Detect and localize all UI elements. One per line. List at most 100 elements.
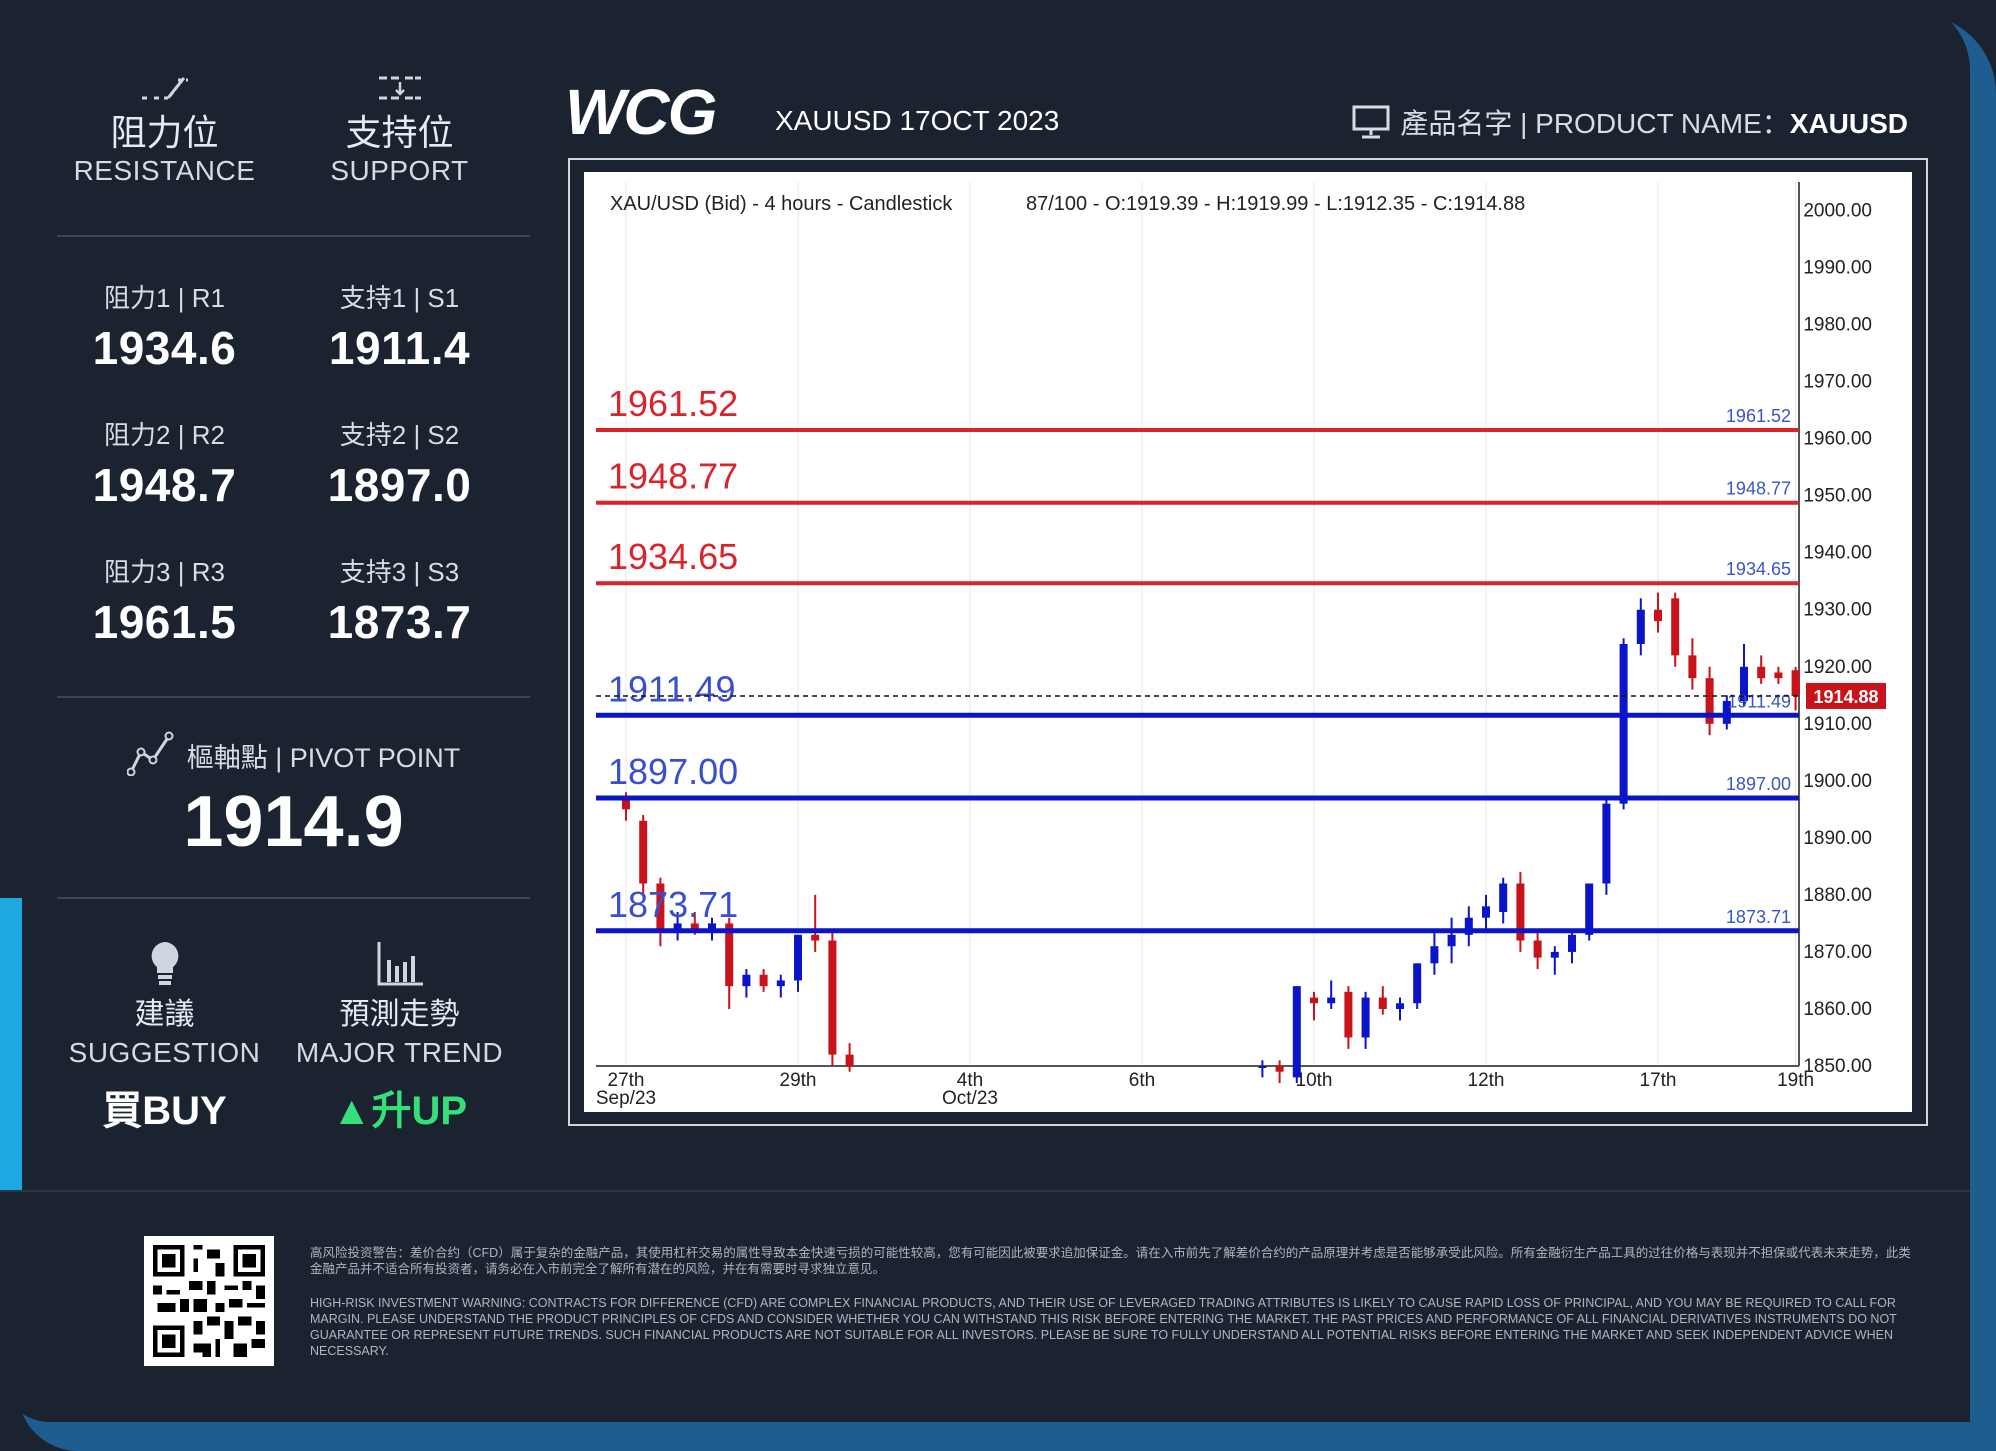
level-label: 1897.00 <box>608 751 738 792</box>
x-tick-label: 17th <box>1640 1070 1677 1091</box>
x-tick-label: 19th <box>1777 1070 1814 1091</box>
x-tick-label: 27th <box>608 1070 645 1091</box>
y-tick-label: 1890.00 <box>1803 828 1872 849</box>
candlestick-chart[interactable]: 2000.00 1990.00 1980.00 1970.00 1960.00 1950.… <box>584 172 1912 1112</box>
monitor-icon <box>1352 105 1390 146</box>
report-card: 阻力位 RESISTANCE 支持位 SUPPORT 阻力1 | R1 1934… <box>0 72 1970 1366</box>
trend-block: 預測走勢 MAJOR TREND ▲升UP <box>292 940 507 1136</box>
report-title: XAUUSD 17OCT 2023 <box>775 105 1060 136</box>
candle-body <box>1292 986 1301 1078</box>
y-tick-label: 1910.00 <box>1803 714 1872 735</box>
resistance-icon <box>57 72 272 112</box>
product-name: 產品名字 | PRODUCT NAME：XAUUSD <box>1352 102 1908 146</box>
s1-block: 支持1 | S1 1911.4 <box>292 278 507 375</box>
support-title-cjk: 支持位 <box>345 112 454 153</box>
y-tick-label: 1950.00 <box>1803 486 1872 507</box>
candle-body <box>1258 1066 1267 1068</box>
candle-body <box>828 940 837 1055</box>
suggestion-block: 建議 SUGGESTION 買BUY <box>57 940 272 1136</box>
candle-body <box>776 980 785 987</box>
level-tag: 1873.71 <box>1726 907 1791 927</box>
r1-value: 1934.6 <box>92 322 237 374</box>
footer-divider <box>0 1190 1970 1192</box>
divider <box>57 235 530 237</box>
suggestion-title-en: SUGGESTION <box>68 1037 261 1068</box>
level-tag: 1897.00 <box>1726 774 1791 794</box>
divider <box>57 897 530 899</box>
last-price-label: 1914.88 <box>1813 687 1878 707</box>
candle-body <box>1464 917 1473 935</box>
resistance-title-en: RESISTANCE <box>73 155 256 186</box>
candle-body <box>1688 655 1697 679</box>
r1-block: 阻力1 | R1 1934.6 <box>57 278 272 375</box>
y-tick-label: 1930.00 <box>1803 600 1872 621</box>
s3-value: 1873.7 <box>327 596 472 648</box>
chart-title: XAU/USD (Bid) - 4 hours - Candlestick <box>610 193 953 215</box>
x-tick-sublabel: Sep/23 <box>596 1088 656 1109</box>
y-tick-label: 1990.00 <box>1803 258 1872 279</box>
qr-code[interactable] <box>144 1236 274 1366</box>
level-label: 1961.52 <box>608 383 738 424</box>
candle-body <box>1740 666 1748 701</box>
plot-area <box>596 182 1799 1066</box>
candle-body <box>708 923 716 930</box>
level-label: 1934.65 <box>608 536 738 577</box>
x-tick-label: 6th <box>1129 1070 1155 1091</box>
candle-body <box>1378 997 1387 1009</box>
y-tick-label: 2000.00 <box>1803 201 1872 222</box>
candle-body <box>1413 963 1422 1004</box>
r3-block: 阻力3 | R3 1961.5 <box>57 552 272 649</box>
trend-title-cjk: 預測走勢 <box>339 998 460 1031</box>
candle-body <box>673 923 682 930</box>
candle-body <box>811 934 820 941</box>
candle-body <box>1516 883 1525 941</box>
candle-body <box>1774 672 1783 679</box>
last-price-box <box>1806 682 1886 709</box>
candle-body <box>759 974 768 987</box>
candle-body <box>1499 883 1508 913</box>
candle-body <box>639 820 648 884</box>
candle-body <box>1654 609 1662 622</box>
candle-body <box>1447 934 1456 947</box>
y-tick-label: 1970.00 <box>1803 372 1872 393</box>
suggestion-title-cjk: 建議 <box>134 998 195 1031</box>
suggestion-value: 買BUY <box>102 1089 227 1133</box>
trend-title-en: MAJOR TREND <box>295 1037 504 1068</box>
resistance-title-cjk: 阻力位 <box>110 112 219 153</box>
candle-body <box>1568 934 1576 952</box>
s2-block: 支持2 | S2 1897.0 <box>292 415 507 512</box>
candle-body <box>1344 991 1353 1038</box>
chart-frame: 2000.00 1990.00 1980.00 1970.00 1960.00 1950.… <box>568 158 1928 1126</box>
divider <box>57 696 530 698</box>
candle-body <box>1327 997 1336 1004</box>
resistance-header: 阻力位 RESISTANCE <box>57 72 272 188</box>
candle-body <box>1482 906 1490 918</box>
x-tick-label: 4th <box>957 1070 983 1091</box>
bar-chart-icon <box>292 940 507 994</box>
y-tick-label: 1850.00 <box>1803 1056 1872 1077</box>
product-value: XAUUSD <box>1789 108 1908 139</box>
candle-body <box>1619 643 1628 804</box>
r3-value: 1961.5 <box>92 596 237 648</box>
candle-body <box>1275 1066 1284 1072</box>
candle-body <box>1671 598 1680 656</box>
r2-block: 阻力2 | R2 1948.7 <box>57 415 272 512</box>
y-tick-label: 1960.00 <box>1803 429 1872 450</box>
pivot-label: 樞軸點 | PIVOT POINT <box>186 743 461 773</box>
x-tick-label: 12th <box>1468 1070 1505 1091</box>
chart-ohlc-info: 87/100 - O:1919.39 - H:1919.99 - L:1912.… <box>1026 193 1525 215</box>
candle-body <box>690 923 699 930</box>
level-tag: 1948.77 <box>1726 479 1791 499</box>
support-icon <box>292 72 507 112</box>
chart-panel: 2000.00 1990.00 1980.00 1970.00 1960.00 1950.… <box>584 172 1912 1112</box>
support-header: 支持位 SUPPORT <box>292 72 507 188</box>
pivot-value: 1914.9 <box>183 782 404 862</box>
y-tick-label: 1920.00 <box>1803 657 1872 678</box>
candle-body <box>622 797 630 810</box>
y-tick-label: 1880.00 <box>1803 885 1872 906</box>
lightbulb-icon <box>57 940 272 994</box>
level-tag: 1934.65 <box>1726 559 1791 579</box>
candle-body <box>742 974 751 987</box>
s3-block: 支持3 | S3 1873.7 <box>292 552 507 649</box>
level-label: 1911.49 <box>608 668 735 709</box>
